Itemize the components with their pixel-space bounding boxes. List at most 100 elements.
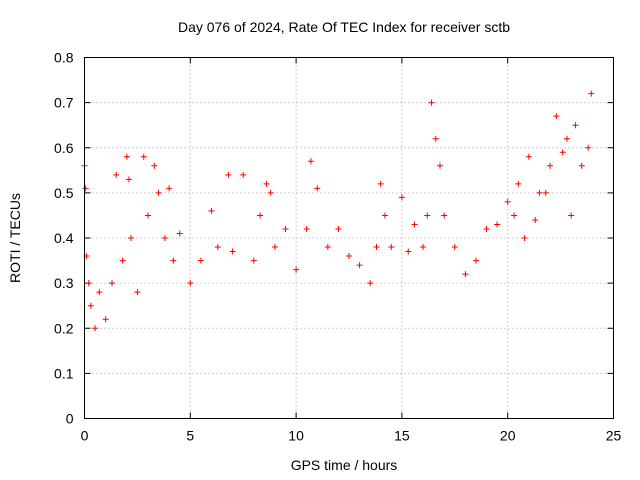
- data-point: [536, 189, 543, 196]
- tick-labels: 0 5 10 15 20 25 0 0.1 0.2 0.3 0.4 0.5 0.6 0.7 0.8: [54, 50, 621, 444]
- data-point: [271, 244, 278, 251]
- data-point: [373, 244, 380, 251]
- data-point: [420, 244, 427, 251]
- data-point: [250, 257, 257, 264]
- data-point: [263, 180, 270, 187]
- data-point: [356, 262, 363, 269]
- data-point: [303, 225, 310, 232]
- data-point: [585, 144, 592, 151]
- data-point: [123, 153, 130, 160]
- data-point: [542, 189, 549, 196]
- data-point: [568, 212, 575, 219]
- data-point: [257, 212, 264, 219]
- data-point: [547, 162, 554, 169]
- data-point: [532, 216, 539, 223]
- data-point: [441, 212, 448, 219]
- data-point: [166, 185, 173, 192]
- y-tick-label: 0.7: [54, 95, 74, 111]
- data-point: [324, 244, 331, 251]
- data-point: [293, 266, 300, 273]
- x-tick-label: 15: [394, 428, 410, 444]
- y-tick-label: 0.6: [54, 140, 74, 156]
- data-point: [229, 248, 236, 255]
- data-point: [578, 162, 585, 169]
- x-tick-label: 25: [606, 428, 622, 444]
- y-tick-label: 0.3: [54, 275, 74, 291]
- data-point: [335, 225, 342, 232]
- x-axis-label: GPS time / hours: [291, 457, 398, 473]
- y-tick-label: 0.5: [54, 185, 74, 201]
- y-tick-label: 0.1: [54, 365, 74, 381]
- x-tick-label: 5: [186, 428, 194, 444]
- data-point: [161, 235, 168, 241]
- data-point: [176, 230, 183, 237]
- data-point: [388, 244, 395, 251]
- y-tick-label: 0.4: [54, 230, 74, 246]
- data-point: [119, 257, 126, 264]
- data-point: [314, 185, 321, 192]
- data-point: [170, 257, 177, 264]
- data-point: [92, 325, 99, 332]
- data-point: [134, 289, 141, 296]
- data-point: [494, 221, 501, 228]
- data-point: [144, 212, 151, 219]
- data-point: [125, 176, 132, 183]
- plot-frame: [84, 57, 614, 419]
- x-tick-label: 0: [81, 428, 89, 444]
- data-point: [462, 271, 469, 278]
- x-tick-label: 10: [288, 428, 304, 444]
- data-point: [525, 153, 532, 160]
- data-point: [267, 189, 274, 196]
- data-point: [367, 280, 374, 287]
- data-point: [151, 162, 158, 169]
- data-point: [346, 253, 352, 260]
- data-point: [208, 207, 215, 214]
- y-tick-label: 0.2: [54, 320, 74, 336]
- data-point: [572, 122, 579, 129]
- y-tick-label: 0: [66, 411, 74, 427]
- data-point: [85, 280, 92, 287]
- data-point: [128, 235, 135, 241]
- data-point: [424, 212, 431, 219]
- data-point: [113, 171, 120, 178]
- data-point: [436, 162, 443, 169]
- data-point: [588, 90, 595, 97]
- data-point: [504, 198, 511, 205]
- data-point: [483, 225, 490, 232]
- data-point: [109, 280, 116, 287]
- data-point: [405, 248, 412, 255]
- data-points: [81, 90, 595, 332]
- grid: [84, 57, 614, 419]
- data-point: [197, 257, 204, 264]
- data-point: [187, 280, 194, 287]
- data-point: [563, 135, 570, 142]
- data-point: [451, 244, 458, 251]
- data-point: [225, 171, 232, 178]
- data-point: [214, 244, 221, 251]
- data-point: [432, 135, 439, 142]
- y-tick-label: 0.8: [54, 50, 74, 66]
- data-point: [140, 153, 147, 160]
- data-point: [282, 225, 289, 232]
- data-point: [307, 158, 314, 165]
- data-point: [87, 302, 94, 309]
- y-axis-label: ROTI / TECUs: [7, 193, 23, 283]
- data-point: [377, 180, 384, 187]
- data-point: [155, 189, 162, 196]
- data-point: [511, 212, 518, 219]
- data-point: [521, 235, 528, 241]
- data-point: [398, 194, 405, 201]
- data-point: [82, 185, 89, 192]
- data-point: [553, 113, 560, 120]
- x-tick-label: 20: [500, 428, 516, 444]
- data-point: [102, 316, 109, 323]
- data-point: [428, 99, 435, 106]
- data-point: [96, 289, 103, 296]
- data-point: [381, 212, 388, 219]
- data-point: [559, 149, 566, 156]
- data-point: [472, 257, 479, 264]
- data-point: [240, 171, 247, 178]
- data-point: [515, 180, 522, 187]
- chart-title: Day 076 of 2024, Rate Of TEC Index for r…: [178, 19, 510, 35]
